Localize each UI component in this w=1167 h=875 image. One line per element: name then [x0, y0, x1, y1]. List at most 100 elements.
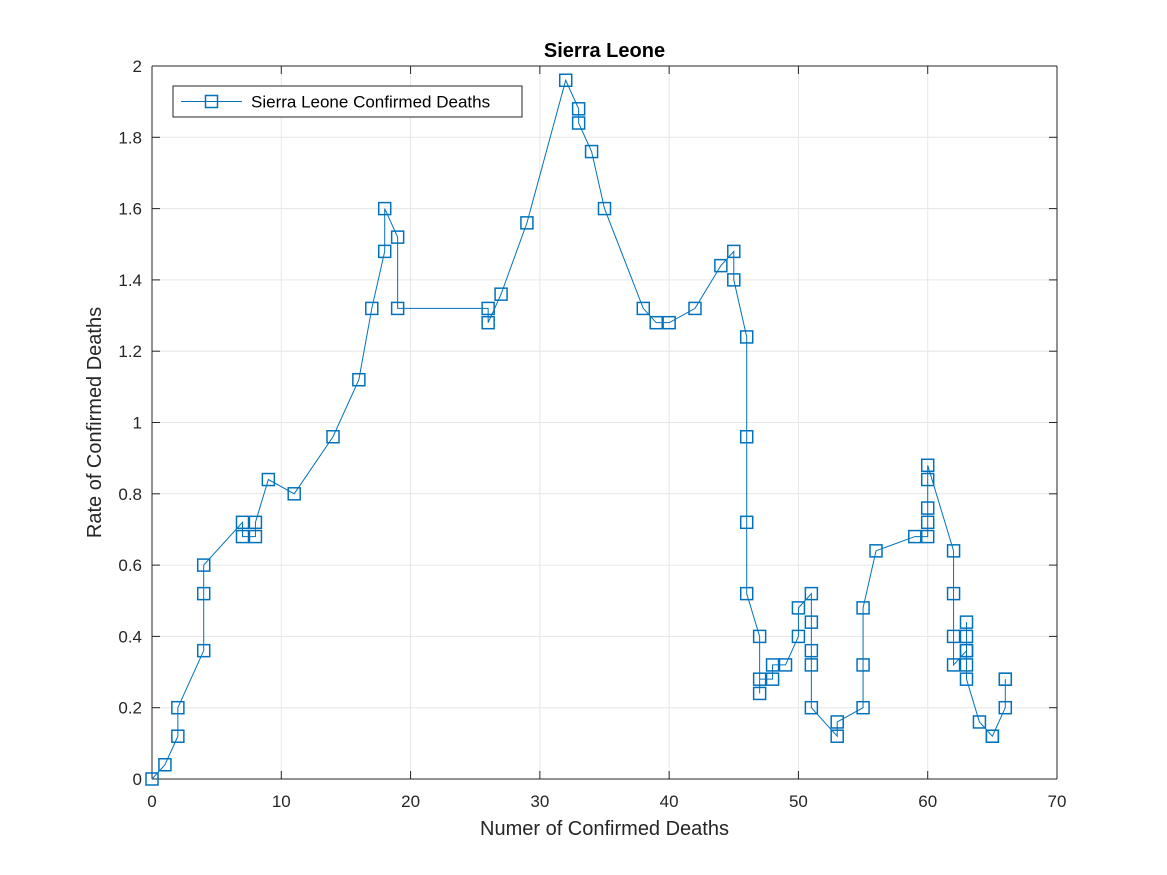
data-point: [597, 201, 612, 216]
data-point: [959, 658, 974, 672]
data-point: [261, 472, 276, 487]
data-point: [946, 658, 961, 672]
data-point: [856, 658, 870, 672]
y-tick-label: 1.8: [118, 128, 142, 147]
data-point: [196, 558, 211, 572]
y-tick-label: 1.2: [118, 342, 142, 361]
data-point: [959, 643, 974, 658]
data-point: [481, 301, 495, 316]
data-point: [998, 672, 1013, 686]
x-tick-label: 70: [1048, 792, 1067, 811]
y-tick-label: 1.6: [118, 200, 142, 219]
data-point: [959, 615, 974, 629]
data-point: [571, 102, 586, 116]
data-point: [946, 629, 961, 644]
data-point: [377, 201, 392, 216]
data-point: [804, 643, 819, 658]
data-point: [494, 287, 508, 301]
data-point: [571, 116, 586, 130]
data-point: [908, 529, 922, 544]
data-point: [920, 472, 935, 487]
data-point: [959, 629, 974, 644]
y-tick-label: 0: [133, 770, 142, 789]
x-tick-label: 20: [401, 792, 420, 811]
data-point: [856, 700, 870, 715]
data-point: [248, 515, 263, 530]
data-point: [714, 258, 728, 273]
data-point: [636, 301, 651, 316]
data-point: [985, 729, 1000, 743]
x-tick-label: 10: [272, 792, 291, 811]
data-point: [752, 629, 767, 644]
data-point: [856, 601, 870, 615]
legend-entry: Sierra Leone Confirmed Deaths: [251, 93, 490, 112]
data-point: [558, 73, 573, 88]
data-point: [158, 757, 172, 772]
x-tick-label: 0: [147, 792, 156, 811]
x-tick-label: 30: [530, 792, 549, 811]
y-ticks: 0 0.2 0.4 0.6 0.8 1 1.2 1.4 1.6 1.8 2: [118, 57, 1057, 789]
data-point: [688, 301, 702, 316]
y-tick-label: 0.8: [118, 485, 142, 504]
data-point: [920, 529, 935, 544]
data-point: [920, 515, 935, 530]
data-point: [377, 244, 392, 259]
data-point: [171, 700, 185, 715]
data-point: [920, 501, 935, 515]
data-point: [196, 586, 211, 601]
x-ticks: 0 10 20 30 40 50 60 70: [147, 66, 1066, 811]
data-point: [804, 615, 819, 629]
data-point: [739, 430, 754, 444]
legend: Sierra Leone Confirmed Deaths: [172, 85, 523, 118]
series-line: [151, 78, 1006, 780]
data-point: [791, 601, 806, 615]
y-tick-label: 1: [133, 414, 142, 433]
data-point: [481, 315, 495, 330]
data-point: [520, 216, 534, 230]
y-tick-label: 0.6: [118, 556, 142, 575]
data-point: [752, 672, 767, 686]
data-point: [946, 586, 961, 601]
chart-title: Sierra Leone: [544, 40, 665, 62]
y-axis-label: Rate of Confirmed Deaths: [84, 307, 106, 538]
series-group: [145, 73, 1013, 786]
data-point: [727, 273, 741, 287]
data-point: [649, 315, 663, 330]
legend-box: [172, 85, 523, 118]
data-point: [739, 515, 754, 530]
data-point: [830, 729, 844, 743]
data-point: [791, 629, 806, 644]
data-point: [739, 330, 754, 344]
data-point: [171, 729, 185, 743]
data-point: [584, 144, 599, 159]
data-point: [998, 700, 1013, 715]
data-point: [662, 315, 676, 330]
data-point: [869, 544, 883, 558]
data-point: [804, 658, 819, 672]
data-point: [390, 230, 405, 244]
data-point: [959, 672, 974, 686]
data-point: [778, 658, 793, 672]
data-point: [235, 529, 250, 544]
y-tick-label: 0.4: [118, 627, 142, 646]
data-point: [920, 458, 935, 473]
x-tick-label: 60: [918, 792, 937, 811]
data-point: [739, 586, 754, 601]
x-tick-label: 50: [789, 792, 808, 811]
data-point: [365, 301, 379, 316]
legend-marker: [204, 94, 219, 109]
y-tick-label: 2: [133, 57, 142, 76]
data-point: [804, 700, 819, 715]
data-point: [196, 643, 211, 658]
y-tick-label: 0.2: [118, 699, 142, 718]
data-point: [248, 529, 263, 544]
data-point: [287, 487, 301, 501]
data-point: [765, 672, 780, 686]
data-point: [765, 658, 780, 672]
x-tick-label: 40: [660, 792, 679, 811]
data-point: [145, 772, 159, 786]
y-tick-label: 1.4: [118, 271, 142, 290]
data-point: [946, 544, 961, 558]
data-point: [752, 686, 767, 701]
